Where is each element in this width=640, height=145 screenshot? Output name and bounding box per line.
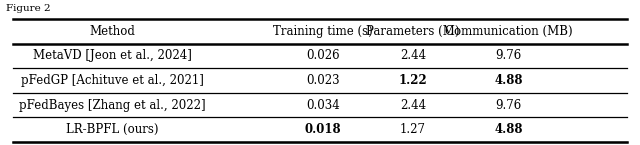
Text: Parameters (M): Parameters (M) (366, 25, 460, 38)
Text: 2.44: 2.44 (400, 99, 426, 112)
Text: 1.27: 1.27 (400, 123, 426, 136)
Text: 4.88: 4.88 (495, 123, 523, 136)
Text: 0.034: 0.034 (307, 99, 340, 112)
Text: Communication (MB): Communication (MB) (445, 25, 573, 38)
Text: MetaVD [Jeon et al., 2024]: MetaVD [Jeon et al., 2024] (33, 49, 191, 62)
Text: LR-BPFL (ours): LR-BPFL (ours) (66, 123, 158, 136)
Text: 9.76: 9.76 (495, 49, 522, 62)
Text: 1.22: 1.22 (399, 74, 427, 87)
Text: 4.88: 4.88 (495, 74, 523, 87)
Text: 9.76: 9.76 (495, 99, 522, 112)
Text: pFedGP [Achituve et al., 2021]: pFedGP [Achituve et al., 2021] (20, 74, 204, 87)
Text: 0.018: 0.018 (305, 123, 342, 136)
Text: Training time (s): Training time (s) (273, 25, 373, 38)
Text: 0.023: 0.023 (307, 74, 340, 87)
Text: Method: Method (89, 25, 135, 38)
Text: 0.026: 0.026 (307, 49, 340, 62)
Text: 2.44: 2.44 (400, 49, 426, 62)
Text: pFedBayes [Zhang et al., 2022]: pFedBayes [Zhang et al., 2022] (19, 99, 205, 112)
Text: Figure 2: Figure 2 (6, 4, 51, 13)
